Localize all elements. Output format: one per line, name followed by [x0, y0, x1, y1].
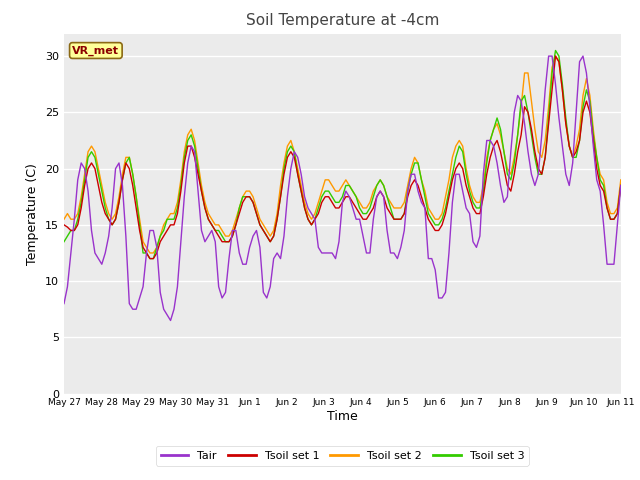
Legend: Tair, Tsoil set 1, Tsoil set 2, Tsoil set 3: Tair, Tsoil set 1, Tsoil set 2, Tsoil se… — [156, 446, 529, 466]
Text: VR_met: VR_met — [72, 46, 119, 56]
Y-axis label: Temperature (C): Temperature (C) — [26, 163, 40, 264]
X-axis label: Time: Time — [327, 410, 358, 423]
Title: Soil Temperature at -4cm: Soil Temperature at -4cm — [246, 13, 439, 28]
